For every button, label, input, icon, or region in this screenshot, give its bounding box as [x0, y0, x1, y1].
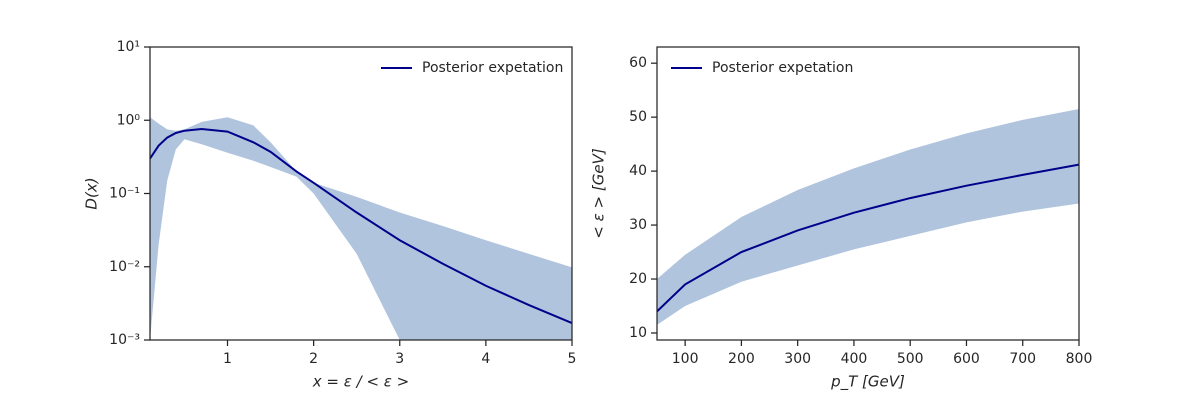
plot-area	[657, 109, 1079, 325]
plot-area	[150, 117, 572, 340]
axes-frame	[656, 46, 1080, 341]
x-tick-label: 300	[784, 351, 811, 367]
x-tick-label: 2	[309, 351, 318, 367]
y-tick-label: 10⁰	[117, 112, 141, 128]
uncertainty-band	[150, 117, 572, 340]
legend-label: Posterior expetation	[712, 60, 853, 76]
y-tick-label: 30	[629, 217, 647, 233]
x-tick-label: 4	[481, 351, 490, 367]
y-tick-label: 10⁻²	[109, 259, 140, 275]
y-tick-label: 10⁻¹	[109, 186, 140, 202]
x-tick-label: 100	[672, 351, 699, 367]
x-tick-label: 600	[953, 351, 980, 367]
y-tick-label: 10⁻³	[109, 332, 140, 348]
y-tick-label: 10¹	[117, 39, 140, 55]
uncertainty-band	[657, 109, 1079, 325]
x-axis-label: p_T [GeV]	[830, 373, 905, 392]
y-tick-label: 60	[629, 55, 647, 71]
series-line	[150, 127, 572, 325]
y-tick-label: 10	[629, 325, 647, 341]
x-tick-label: 1	[223, 351, 232, 367]
x-tick-label: 5	[568, 351, 577, 367]
x-tick-label: 500	[897, 351, 924, 367]
legend-label: Posterior expetation	[422, 60, 563, 76]
series-line	[657, 163, 1079, 313]
y-tick-label: 50	[629, 109, 647, 125]
x-tick-label: 800	[1066, 351, 1093, 367]
y-tick-label: 20	[629, 271, 647, 287]
x-tick-label: 400	[841, 351, 868, 367]
x-tick-label: 700	[1009, 351, 1036, 367]
y-tick-label: 40	[629, 163, 647, 179]
x-tick-label: 3	[395, 351, 404, 367]
y-axis-label: < ε > [GeV]	[590, 148, 608, 239]
y-axis-label: D(x)	[83, 177, 101, 209]
x-tick-label: 200	[728, 351, 755, 367]
x-axis-label: x = ε / < ε >	[312, 373, 409, 391]
